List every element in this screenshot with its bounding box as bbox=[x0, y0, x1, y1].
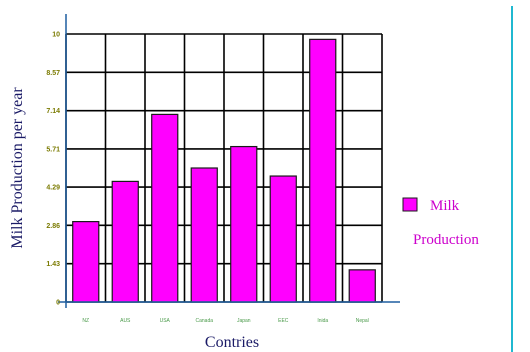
bar-canada bbox=[190, 167, 218, 303]
x-tick-labels: NZ AUS USA Canada Japan EEC Inida Nepal bbox=[82, 318, 368, 324]
x-tick-label: Nepal bbox=[356, 318, 369, 324]
x-tick-label: Canada bbox=[195, 318, 213, 324]
bar-japan bbox=[230, 145, 258, 303]
bar-nz bbox=[72, 221, 100, 303]
legend-label-milk: Milk bbox=[430, 198, 460, 214]
y-tick-label: 0 bbox=[56, 300, 60, 307]
x-tick-label: Inida bbox=[317, 318, 328, 324]
x-tick-label: USA bbox=[160, 318, 171, 324]
y-tick-label: 10 bbox=[52, 32, 60, 39]
y-tick-labels: 0 1.43 2.86 4.29 5.71 7.14 8.57 10 bbox=[46, 32, 60, 307]
bar-eec bbox=[269, 175, 297, 303]
x-tick-label: Japan bbox=[237, 318, 251, 324]
y-tick-label: 2.86 bbox=[46, 223, 60, 230]
bars bbox=[72, 38, 376, 303]
bar-inida bbox=[309, 38, 337, 303]
y-axis-title: Milk Production per year bbox=[9, 87, 26, 249]
y-tick-label: 4.29 bbox=[46, 185, 60, 192]
bar-usa bbox=[151, 113, 179, 303]
x-tick-label: NZ bbox=[82, 318, 89, 324]
y-tick-label: 1.43 bbox=[46, 261, 60, 268]
x-axis-title: Contries bbox=[205, 334, 259, 351]
bar-nepal bbox=[348, 269, 376, 303]
y-tick-label: 7.14 bbox=[46, 108, 60, 115]
legend: Milk Production bbox=[402, 197, 479, 248]
y-tick-label: 8.57 bbox=[46, 70, 60, 77]
legend-label-production: Production bbox=[413, 232, 479, 248]
x-tick-label: AUS bbox=[120, 318, 131, 324]
axes bbox=[58, 14, 400, 308]
legend-swatch bbox=[402, 197, 418, 212]
y-tick-label: 5.71 bbox=[46, 146, 60, 153]
bar-aus bbox=[111, 180, 139, 303]
x-tick-label: EEC bbox=[278, 318, 289, 324]
